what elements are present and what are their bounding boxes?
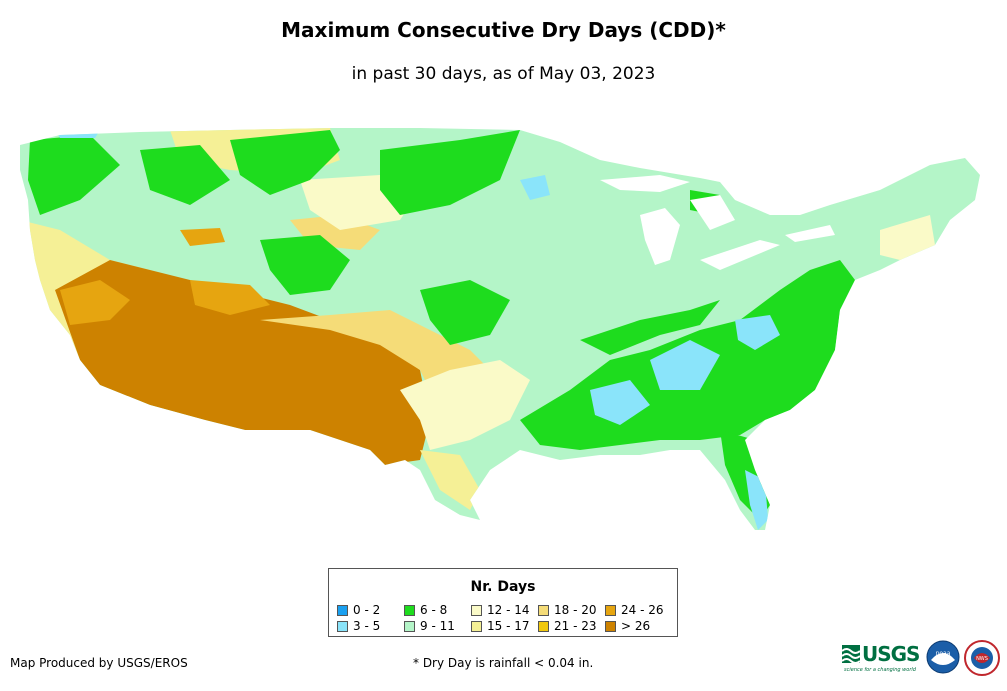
legend-swatch bbox=[538, 605, 549, 616]
legend-item-21-23: 21 - 23 bbox=[538, 619, 597, 633]
map-title: Maximum Consecutive Dry Days (CDD)* bbox=[281, 18, 726, 42]
legend-label: 18 - 20 bbox=[554, 603, 597, 617]
nws-text: NWS bbox=[976, 656, 988, 662]
legend-label: 3 - 5 bbox=[353, 619, 381, 633]
legend-item-24-26: 24 - 26 bbox=[605, 603, 664, 617]
legend-swatch bbox=[538, 621, 549, 632]
region-ks-6-8 bbox=[420, 280, 510, 345]
legend-label: 9 - 11 bbox=[420, 619, 455, 633]
legend-swatch bbox=[605, 621, 616, 632]
legend-item-18-20: 18 - 20 bbox=[538, 603, 597, 617]
nws-logo-icon: NWS bbox=[964, 640, 1000, 676]
legend-label: 15 - 17 bbox=[487, 619, 530, 633]
legend-label: 0 - 2 bbox=[353, 603, 381, 617]
legend-label: > 26 bbox=[621, 619, 651, 633]
lake-huron bbox=[690, 195, 735, 230]
noaa-logo-icon: noaa bbox=[926, 640, 960, 674]
region-nv-24-26 bbox=[190, 280, 270, 315]
legend-items: 0 - 2 3 - 5 6 - 8 9 - 11 12 - 14 15 - 17… bbox=[337, 603, 673, 635]
region-south-tx-15-17 bbox=[420, 450, 480, 510]
region-co-6-8 bbox=[260, 235, 350, 295]
map-subtitle: in past 30 days, as of May 03, 2023 bbox=[351, 64, 656, 84]
region-texas-12-14 bbox=[400, 360, 530, 450]
producer-credit: Map Produced by USGS/EROS bbox=[10, 656, 188, 670]
legend-item-0-2: 0 - 2 bbox=[337, 603, 380, 617]
legend-swatch bbox=[404, 605, 415, 616]
usgs-wave-icon bbox=[842, 645, 860, 663]
lake-superior bbox=[600, 175, 690, 192]
region-ms-3-5 bbox=[590, 380, 650, 425]
region-mn-3-5 bbox=[520, 175, 550, 200]
usgs-logo: USGS bbox=[842, 642, 920, 670]
usgs-tagline: science for a changing world bbox=[844, 667, 916, 673]
legend-title: Nr. Days bbox=[470, 579, 536, 595]
lake-michigan bbox=[640, 208, 680, 265]
region-wa-3-5 bbox=[55, 130, 100, 138]
region-nw-6-8 bbox=[28, 135, 120, 215]
region-or-24-26 bbox=[180, 228, 225, 246]
legend-swatch bbox=[471, 621, 482, 632]
legend: Nr. Days 0 - 2 3 - 5 6 - 8 9 - 11 12 - 1… bbox=[328, 568, 678, 637]
region-ne-12-14 bbox=[880, 215, 935, 260]
region-southwest-over-26 bbox=[55, 260, 430, 465]
lake-ontario bbox=[785, 225, 835, 242]
region-dakotas-6-8 bbox=[380, 130, 520, 215]
cdd-map bbox=[0, 120, 1007, 550]
legend-swatch bbox=[605, 605, 616, 616]
region-mt-6-8 bbox=[230, 130, 340, 195]
region-nc-3-5 bbox=[735, 315, 780, 350]
legend-item-6-8: 6 - 8 bbox=[404, 603, 447, 617]
legend-label: 12 - 14 bbox=[487, 603, 530, 617]
region-id-6-8 bbox=[140, 145, 230, 205]
legend-item-over-26: > 26 bbox=[605, 619, 650, 633]
legend-item-3-5: 3 - 5 bbox=[337, 619, 380, 633]
legend-swatch bbox=[404, 621, 415, 632]
legend-label: 24 - 26 bbox=[621, 603, 664, 617]
lake-erie bbox=[700, 240, 780, 270]
usgs-text: USGS bbox=[862, 642, 920, 666]
legend-swatch bbox=[337, 621, 348, 632]
region-ohio-valley-6-8 bbox=[580, 300, 720, 355]
legend-item-15-17: 15 - 17 bbox=[471, 619, 530, 633]
legend-label: 6 - 8 bbox=[420, 603, 448, 617]
region-tn-3-5 bbox=[650, 340, 720, 390]
legend-item-9-11: 9 - 11 bbox=[404, 619, 455, 633]
agency-logos: USGS science for a changing world noaa N… bbox=[842, 640, 1002, 680]
map-regions bbox=[20, 128, 980, 530]
dry-day-footnote: * Dry Day is rainfall < 0.04 in. bbox=[413, 656, 594, 670]
legend-item-12-14: 12 - 14 bbox=[471, 603, 530, 617]
region-ca-24-26 bbox=[60, 280, 130, 325]
legend-label: 21 - 23 bbox=[554, 619, 597, 633]
us-map-svg bbox=[20, 128, 980, 530]
noaa-text: noaa bbox=[936, 650, 951, 657]
legend-swatch bbox=[471, 605, 482, 616]
legend-swatch bbox=[337, 605, 348, 616]
